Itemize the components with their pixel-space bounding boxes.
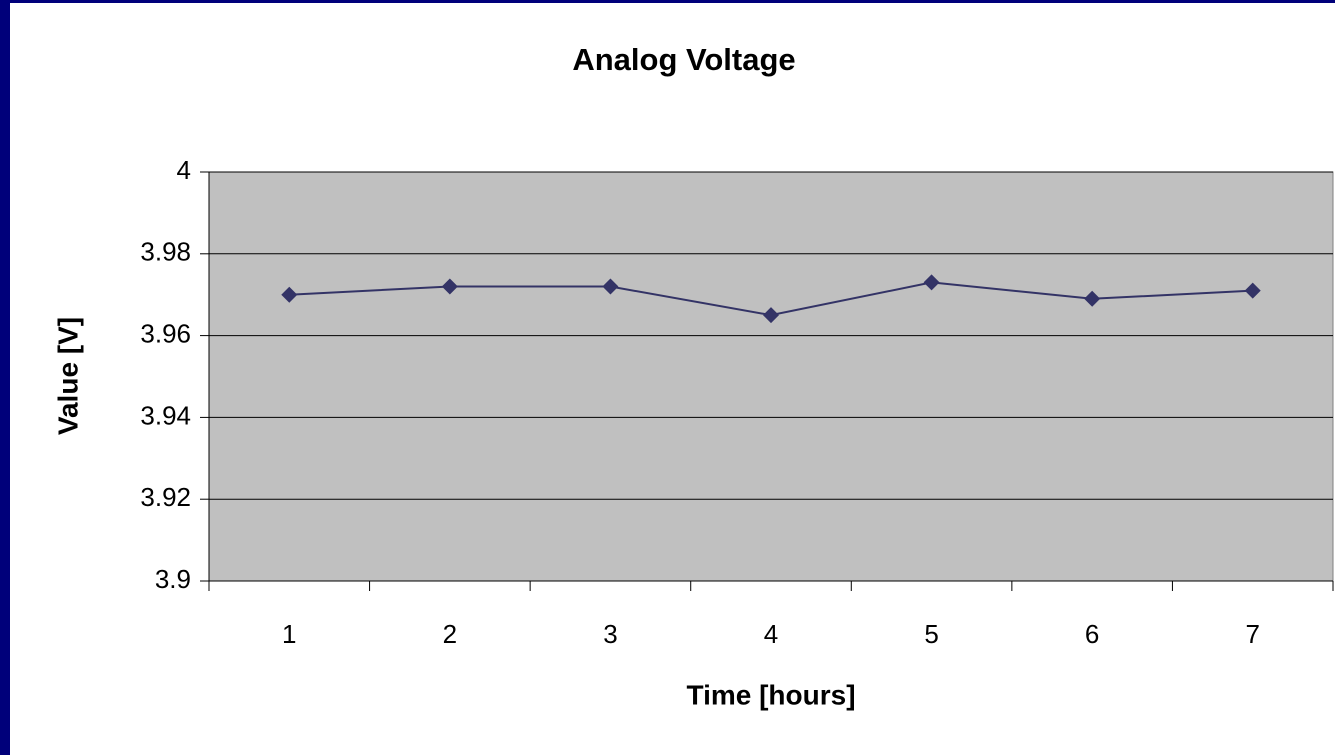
plot-area: [208, 171, 1334, 582]
x-tick-label: 7: [1245, 619, 1259, 649]
y-tick-label: 3.98: [140, 237, 191, 267]
point-marker: [1244, 282, 1261, 299]
chart-title: Analog Voltage: [572, 42, 795, 77]
x-tick-label: 1: [282, 619, 296, 649]
frame-left: [0, 0, 10, 755]
point-marker: [441, 278, 458, 295]
point-marker: [1084, 290, 1101, 307]
y-tick-label: 3.96: [140, 318, 191, 348]
y-axis-label: Value [V]: [52, 317, 83, 435]
point-marker: [763, 307, 779, 324]
x-tick-label: 3: [603, 619, 617, 649]
point-marker: [281, 286, 298, 303]
y-tick-label: 4: [177, 155, 191, 185]
y-tick-label: 3.92: [140, 482, 191, 512]
point-marker: [602, 278, 619, 295]
y-tick-label: 3.94: [140, 400, 191, 430]
x-tick-label: 4: [764, 619, 778, 649]
point-marker: [923, 274, 940, 291]
x-tick-label: 6: [1085, 619, 1099, 649]
frame-top: [0, 0, 1335, 3]
x-tick-label: 2: [443, 619, 457, 649]
x-tick-label: 5: [924, 619, 938, 649]
y-tick-label: 3.9: [155, 564, 191, 594]
x-axis-label: Time [hours]: [686, 679, 855, 710]
